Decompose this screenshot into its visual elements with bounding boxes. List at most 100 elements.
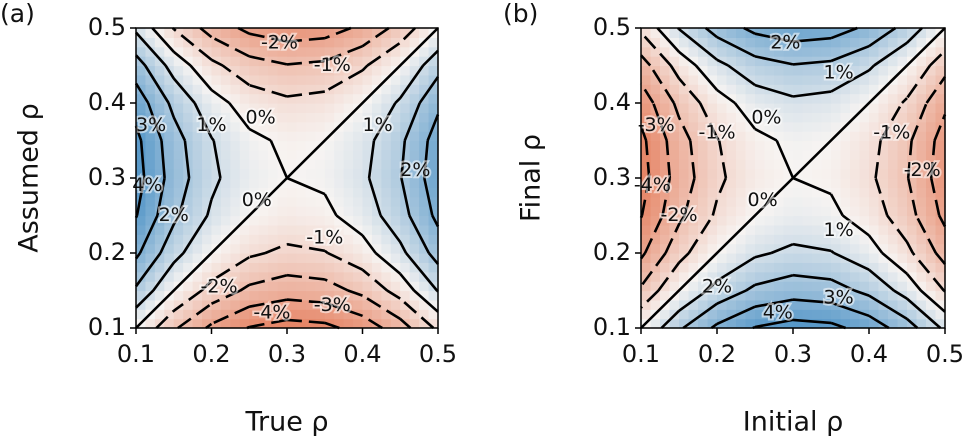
surface-cell xyxy=(783,149,794,160)
surface-cell xyxy=(343,281,354,292)
surface-cell xyxy=(802,65,813,76)
surface-cell xyxy=(745,74,756,85)
surface-cell xyxy=(202,37,213,48)
surface-cell xyxy=(783,103,794,113)
surface-cell xyxy=(726,309,737,320)
surface-cell xyxy=(419,46,430,57)
surface-cell xyxy=(258,65,269,76)
contour-label: -1% xyxy=(699,122,736,144)
surface-cell xyxy=(343,149,354,160)
surface-cell xyxy=(230,140,241,151)
surface-cell xyxy=(669,224,680,235)
surface-cell xyxy=(717,318,728,329)
surface-cell xyxy=(173,178,184,188)
surface-cell xyxy=(840,131,851,142)
surface-cell xyxy=(783,84,794,95)
surface-cell xyxy=(400,28,411,38)
surface-cell xyxy=(353,74,364,85)
surface-cell xyxy=(726,187,737,198)
surface-cell xyxy=(324,56,335,67)
surface-cell xyxy=(888,234,899,245)
surface-cell xyxy=(268,168,279,179)
surface-cell xyxy=(400,309,411,320)
surface-cell xyxy=(926,309,937,320)
surface-cell xyxy=(755,131,766,142)
surface-cell xyxy=(220,149,231,160)
surface-cell xyxy=(428,112,439,123)
y-tick-label: 0.5 xyxy=(88,13,126,41)
surface-cell xyxy=(774,299,785,310)
surface-cell xyxy=(802,318,813,329)
surface-cell xyxy=(239,178,250,188)
surface-cell xyxy=(755,159,766,170)
surface-cell xyxy=(211,93,222,104)
surface-cell xyxy=(230,93,241,104)
surface-cell xyxy=(717,290,728,301)
surface-cell xyxy=(802,93,813,104)
surface-cell xyxy=(717,187,728,198)
surface-cell xyxy=(812,234,823,245)
surface-cell xyxy=(783,37,794,48)
surface-cell xyxy=(239,262,250,273)
surface-cell xyxy=(277,290,288,301)
surface-cell xyxy=(230,103,241,113)
surface-cell xyxy=(783,299,794,310)
surface-cell xyxy=(821,206,832,217)
surface-cell xyxy=(381,215,392,226)
surface-cell xyxy=(650,187,661,198)
surface-cell xyxy=(745,121,756,132)
surface-cell xyxy=(897,46,908,57)
surface-cell xyxy=(419,28,430,38)
surface-cell xyxy=(736,121,747,132)
surface-cell xyxy=(353,271,364,282)
surface-cell xyxy=(859,28,870,38)
surface-cell xyxy=(859,56,870,67)
surface-cell xyxy=(907,234,918,245)
surface-cell xyxy=(850,159,861,170)
surface-cell xyxy=(136,290,147,301)
surface-cell xyxy=(305,224,316,235)
contour-label: 0% xyxy=(748,189,778,211)
surface-cell xyxy=(239,74,250,85)
surface-cell xyxy=(907,206,918,217)
surface-cell xyxy=(249,28,260,38)
surface-cell xyxy=(736,93,747,104)
surface-cell xyxy=(287,178,298,188)
surface-cell xyxy=(154,262,165,273)
surface-cell xyxy=(362,46,373,57)
surface-cell xyxy=(783,168,794,179)
surface-cell xyxy=(726,271,737,282)
surface-cell xyxy=(287,28,298,38)
surface-cell xyxy=(850,281,861,292)
surface-cell xyxy=(916,168,927,179)
surface-cell xyxy=(650,56,661,67)
surface-cell xyxy=(660,290,671,301)
surface-cell xyxy=(774,149,785,160)
surface-cell xyxy=(277,93,288,104)
surface-cell xyxy=(878,224,889,235)
surface-cell xyxy=(343,262,354,273)
surface-cell xyxy=(764,281,775,292)
surface-cell xyxy=(211,84,222,95)
surface-cell xyxy=(343,65,354,76)
surface-cell xyxy=(660,84,671,95)
surface-cell xyxy=(764,243,775,254)
surface-cell xyxy=(183,318,194,329)
surface-cell xyxy=(878,243,889,254)
surface-cell xyxy=(164,93,175,104)
surface-cell xyxy=(707,84,718,95)
surface-cell xyxy=(698,149,709,160)
surface-cell xyxy=(878,56,889,67)
surface-cell xyxy=(192,318,203,329)
surface-cell xyxy=(897,262,908,273)
surface-cell xyxy=(371,74,382,85)
surface-cell xyxy=(287,93,298,104)
surface-cell xyxy=(793,318,804,329)
surface-cell xyxy=(287,131,298,142)
surface-cell xyxy=(859,112,870,123)
surface-cell xyxy=(755,271,766,282)
surface-cell xyxy=(812,253,823,263)
surface-cell xyxy=(650,37,661,48)
surface-cell xyxy=(390,206,401,217)
surface-cell xyxy=(840,290,851,301)
